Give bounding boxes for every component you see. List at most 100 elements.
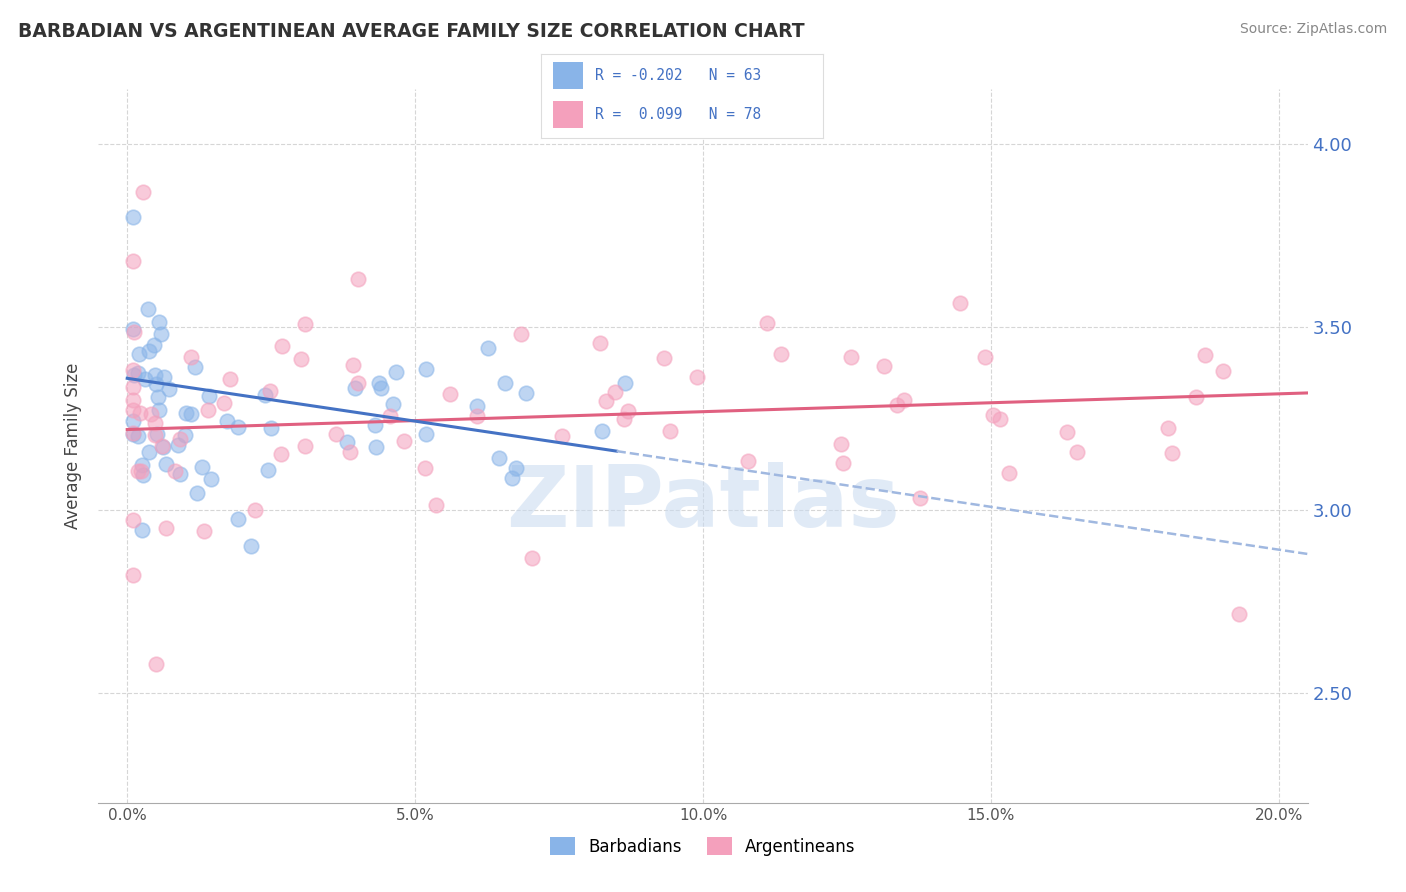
Point — [831, 456, 853, 470]
Point — [415, 427, 437, 442]
Point — [122, 325, 145, 339]
Point — [603, 385, 626, 400]
Point — [908, 491, 931, 505]
Point — [591, 425, 613, 439]
Point — [346, 271, 368, 285]
Point — [131, 458, 153, 473]
Point — [385, 365, 408, 379]
Point — [415, 361, 437, 376]
Point — [652, 351, 675, 365]
Point — [143, 428, 166, 442]
Point — [1157, 421, 1180, 435]
Point — [271, 339, 294, 353]
Point — [132, 185, 155, 199]
Point — [505, 461, 527, 475]
Point — [1056, 425, 1078, 439]
Point — [1185, 390, 1208, 404]
Point — [180, 350, 202, 364]
Point — [148, 315, 170, 329]
Point — [128, 347, 150, 361]
Text: R =  0.099   N = 78: R = 0.099 N = 78 — [595, 107, 761, 122]
Point — [132, 468, 155, 483]
Point — [191, 459, 214, 474]
Point — [364, 418, 387, 433]
Point — [153, 369, 176, 384]
Point — [212, 396, 235, 410]
Point — [477, 342, 499, 356]
Bar — [553, 62, 583, 89]
Point — [364, 441, 387, 455]
Point — [186, 486, 208, 500]
Point — [129, 464, 152, 478]
Point — [382, 397, 405, 411]
Point — [128, 406, 150, 420]
Point — [344, 381, 367, 395]
Point — [122, 426, 145, 441]
Point — [254, 387, 277, 401]
Point — [146, 426, 169, 441]
Point — [368, 376, 391, 390]
Point — [465, 409, 488, 424]
Point — [380, 409, 402, 424]
Point — [1066, 445, 1088, 459]
Point — [174, 427, 197, 442]
Point — [1161, 446, 1184, 460]
Point — [127, 464, 149, 478]
Point — [165, 464, 187, 478]
Point — [588, 335, 610, 350]
Point — [138, 444, 160, 458]
Point — [145, 657, 167, 671]
Point — [1194, 348, 1216, 362]
Text: R = -0.202   N = 63: R = -0.202 N = 63 — [595, 68, 761, 83]
Point — [127, 366, 149, 380]
Point — [830, 436, 852, 450]
Point — [756, 316, 779, 330]
Point — [143, 368, 166, 383]
Point — [425, 499, 447, 513]
Point — [260, 421, 283, 435]
Point — [122, 513, 145, 527]
Point — [520, 551, 543, 566]
Point — [122, 414, 145, 428]
Point — [169, 467, 191, 481]
Point — [226, 511, 249, 525]
Point — [617, 403, 640, 417]
Point — [122, 380, 145, 394]
Point — [131, 523, 153, 537]
Point — [981, 408, 1004, 422]
Point — [138, 343, 160, 358]
Point — [488, 450, 510, 465]
Point — [551, 429, 574, 443]
Point — [150, 439, 173, 453]
Point — [193, 524, 215, 538]
Point — [159, 383, 181, 397]
Point — [155, 521, 177, 535]
Point — [988, 412, 1011, 426]
Point — [998, 466, 1021, 480]
Point — [613, 376, 636, 390]
Point — [122, 254, 145, 268]
Point — [198, 389, 221, 403]
Point — [342, 358, 364, 372]
Point — [122, 403, 145, 417]
Legend: Barbadians, Argentineans: Barbadians, Argentineans — [544, 830, 862, 863]
Point — [595, 394, 617, 409]
Point — [122, 322, 145, 336]
Text: ZIPatlas: ZIPatlas — [506, 461, 900, 545]
Text: Source: ZipAtlas.com: Source: ZipAtlas.com — [1240, 22, 1388, 37]
Point — [325, 427, 347, 442]
Point — [148, 402, 170, 417]
Point — [197, 403, 219, 417]
Point — [167, 438, 190, 452]
Point — [949, 296, 972, 310]
Point — [465, 399, 488, 413]
Point — [974, 351, 997, 365]
Point — [613, 412, 636, 426]
Y-axis label: Average Family Size: Average Family Size — [65, 363, 83, 529]
Point — [294, 439, 316, 453]
Point — [136, 302, 159, 317]
Point — [270, 447, 292, 461]
Point — [183, 359, 205, 374]
Point — [686, 370, 709, 384]
Point — [501, 470, 523, 484]
